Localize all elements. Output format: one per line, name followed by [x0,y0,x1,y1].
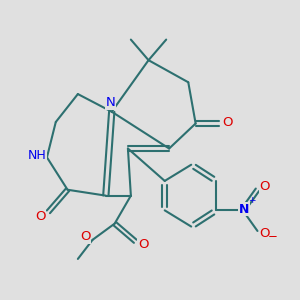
Text: O: O [80,230,91,243]
Text: N: N [239,203,249,216]
Text: +: + [248,196,255,205]
Text: N: N [105,96,115,110]
Text: −: − [268,230,278,243]
Text: O: O [138,238,149,251]
Text: O: O [260,180,270,193]
Text: O: O [260,227,270,240]
Text: O: O [35,210,45,223]
Text: NH: NH [27,149,46,162]
Text: O: O [222,116,233,128]
